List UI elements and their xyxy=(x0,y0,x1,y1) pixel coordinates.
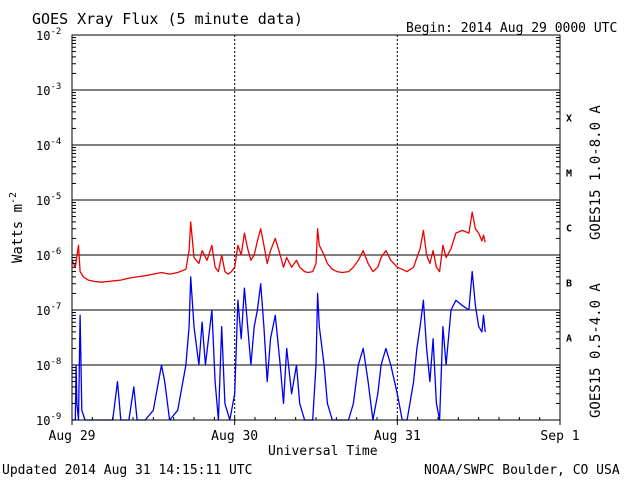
y-tick-label: 10-3 xyxy=(36,82,61,98)
y-tick-base: 10 xyxy=(36,304,50,318)
axis-layer xyxy=(71,34,561,425)
y-tick-label: 10-5 xyxy=(36,192,61,208)
y-tick-exponent: -9 xyxy=(50,412,61,422)
y-tick-label: 10-8 xyxy=(36,357,61,373)
series-label-long-channel: GOES15 1.0-8.0 A xyxy=(588,105,604,240)
y-tick-label: 10-2 xyxy=(36,27,61,43)
y-axis-label-exponent: -2 xyxy=(8,192,19,204)
x-tick-label: Sep 1 xyxy=(540,429,579,444)
y-axis-label: Watts m-2 xyxy=(8,192,26,263)
y-tick-base: 10 xyxy=(36,414,50,428)
flare-class-label: M xyxy=(566,169,572,180)
y-tick-base: 10 xyxy=(36,84,50,98)
y-tick-label: 10-7 xyxy=(36,302,61,318)
flare-class-label: C xyxy=(566,224,572,235)
credit-label: NOAA/SWPC Boulder, CO USA xyxy=(424,463,620,478)
y-tick-base: 10 xyxy=(36,139,50,153)
chart-title: GOES Xray Flux (5 minute data) xyxy=(32,10,303,28)
series-short-channel-line xyxy=(72,270,486,421)
y-tick-exponent: -6 xyxy=(50,247,61,257)
flare-class-label: A xyxy=(566,334,572,345)
flare-class-label: X xyxy=(566,114,572,125)
updated-label: Updated 2014 Aug 31 14:15:11 UTC xyxy=(2,463,252,478)
x-axis-label: Universal Time xyxy=(268,444,378,459)
series-layer xyxy=(71,211,486,421)
y-tick-label: 10-4 xyxy=(36,137,61,153)
y-tick-base: 10 xyxy=(36,359,50,373)
begin-label: Begin: 2014 Aug 29 0000 UTC xyxy=(406,21,617,36)
y-axis-label-text: Watts m xyxy=(10,204,26,263)
y-tick-base: 10 xyxy=(36,29,50,43)
y-tick-exponent: -7 xyxy=(50,302,61,312)
series-long-channel-line xyxy=(71,211,486,283)
series-label-short-channel: GOES15 0.5-4.0 A xyxy=(588,283,604,418)
y-tick-exponent: -8 xyxy=(50,357,61,367)
y-tick-label: 10-6 xyxy=(36,247,61,263)
flare-class-label: B xyxy=(566,279,572,290)
y-tick-label: 10-9 xyxy=(36,412,61,428)
y-tick-exponent: -5 xyxy=(50,192,61,202)
y-tick-base: 10 xyxy=(36,194,50,208)
y-tick-base: 10 xyxy=(36,249,50,263)
y-tick-exponent: -2 xyxy=(50,27,61,37)
y-tick-exponent: -3 xyxy=(50,82,61,92)
x-tick-label: Aug 29 xyxy=(49,429,96,444)
x-tick-label: Aug 30 xyxy=(211,429,258,444)
y-tick-exponent: -4 xyxy=(50,137,61,147)
x-tick-label: Aug 31 xyxy=(374,429,421,444)
